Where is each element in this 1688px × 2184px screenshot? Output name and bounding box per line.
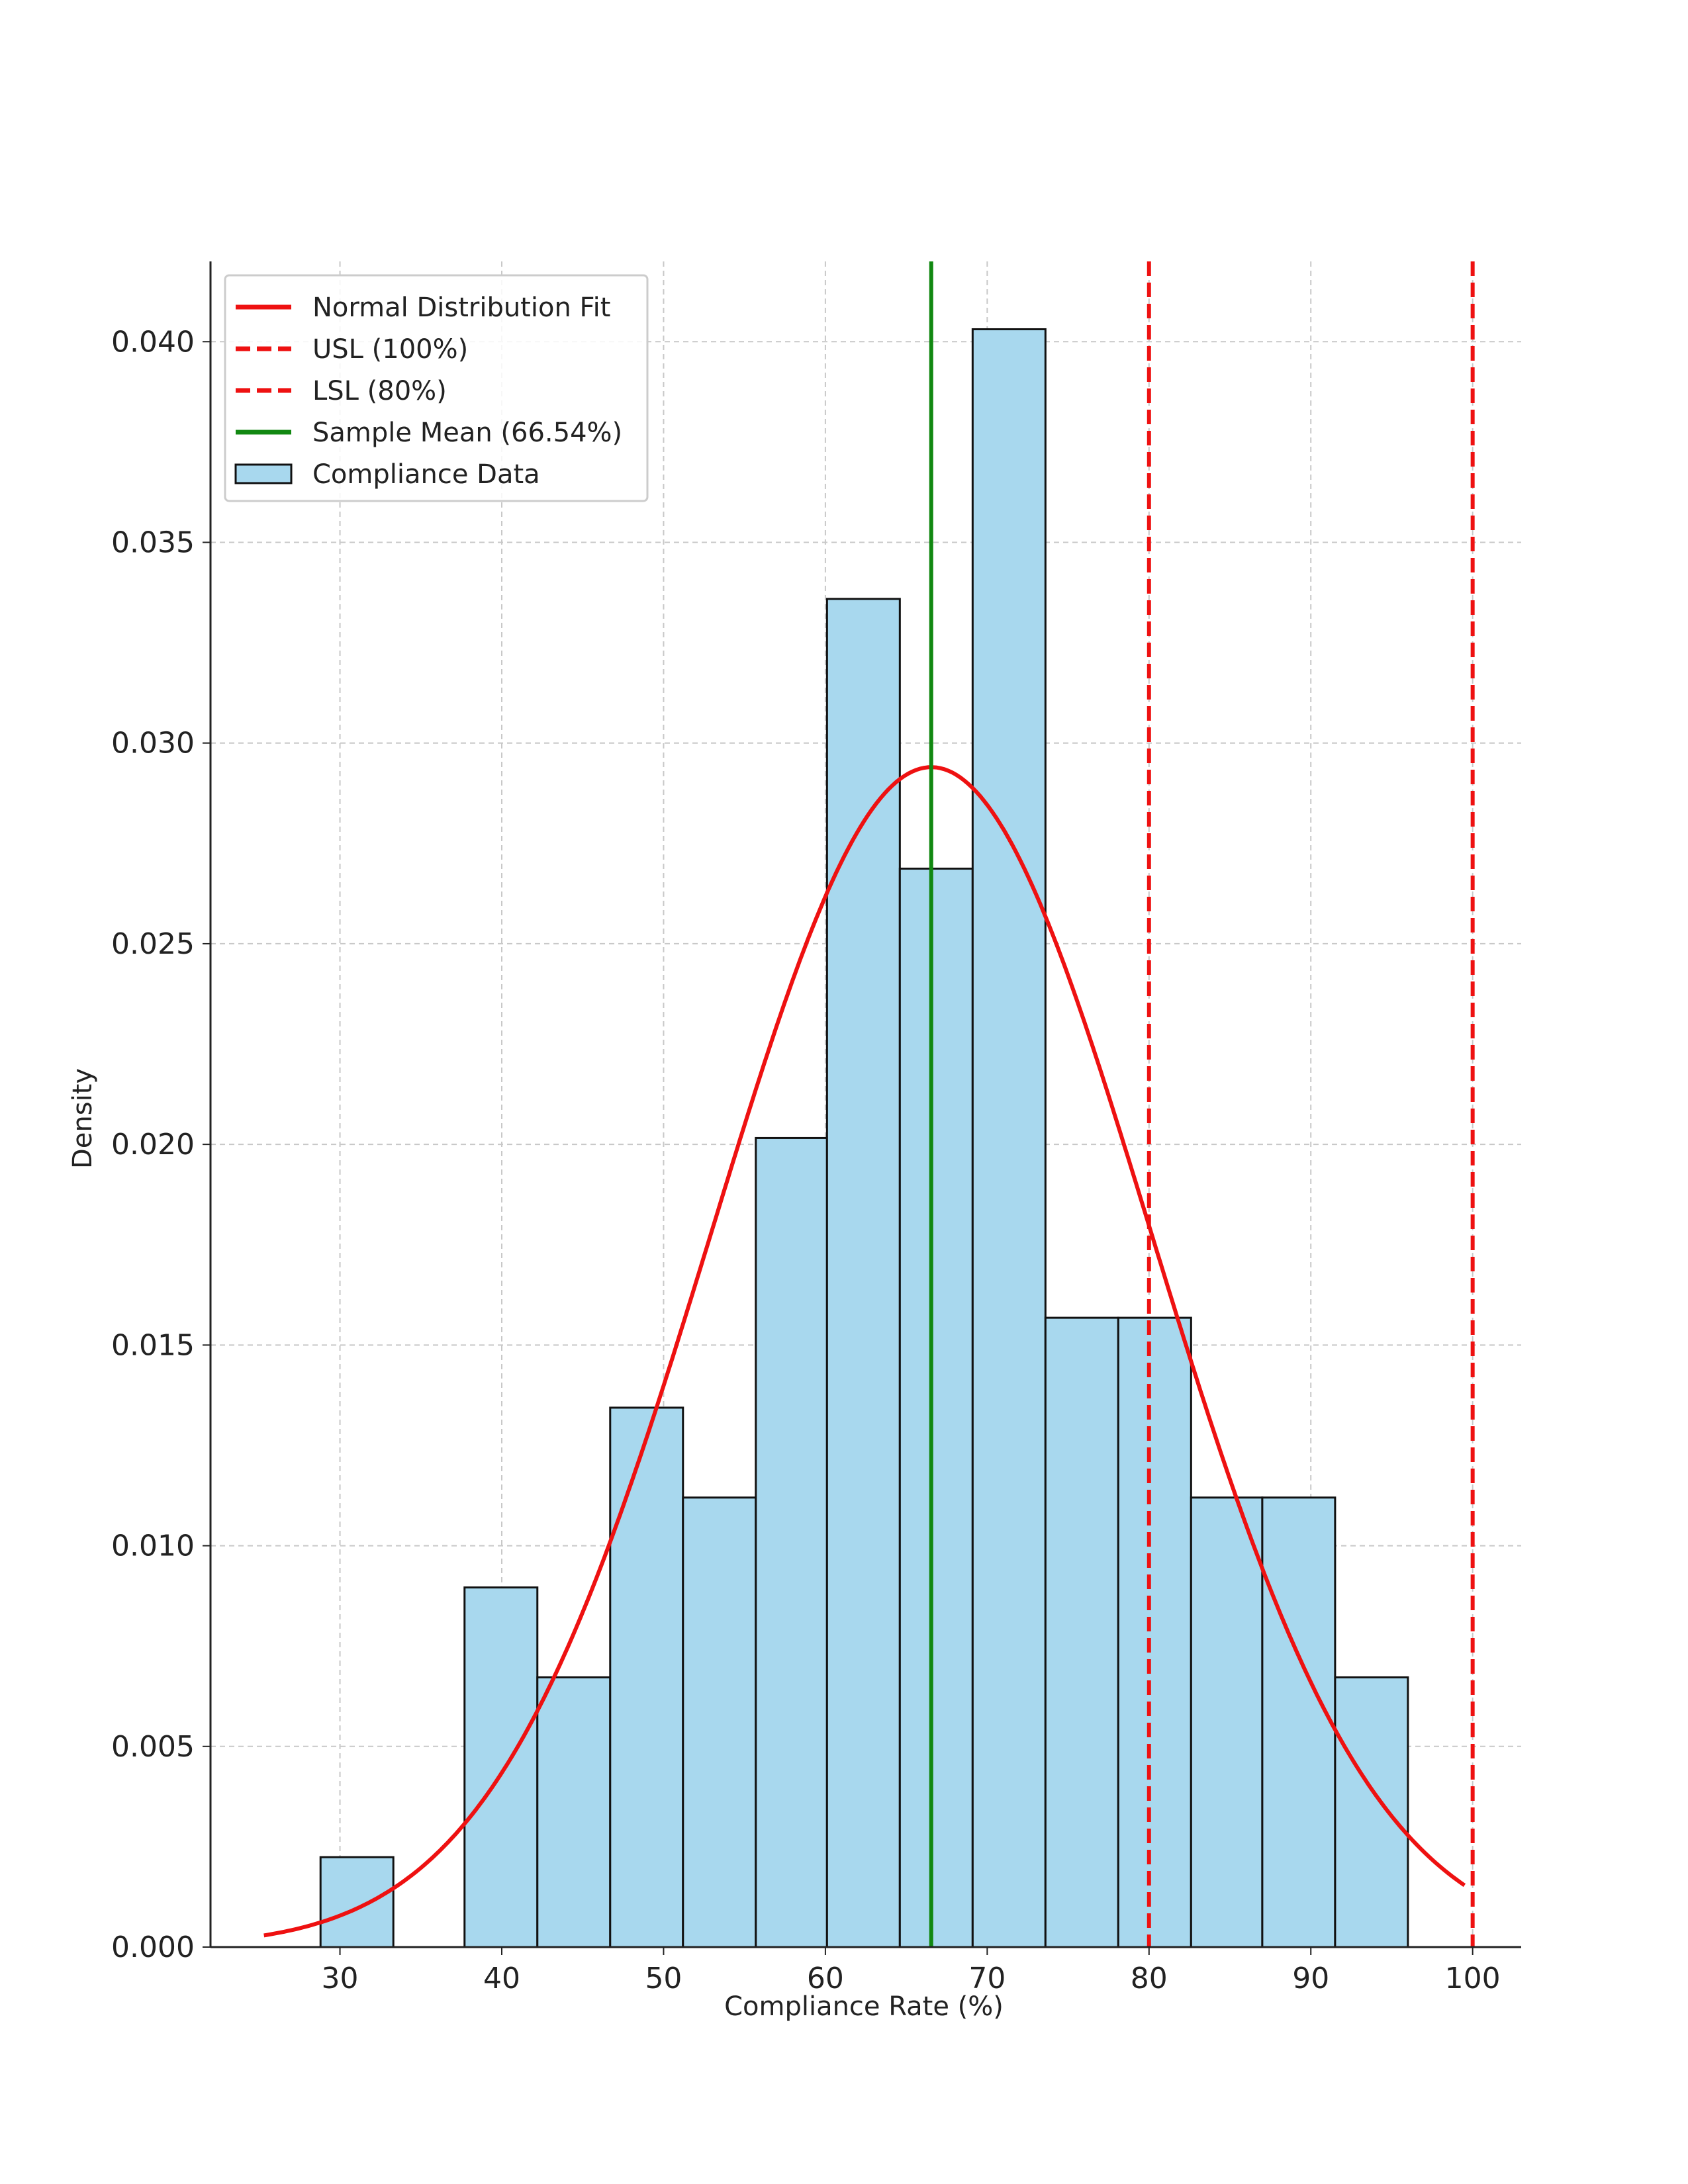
legend-swatch-patch	[234, 463, 293, 484]
y-tick-label: 0.030	[111, 727, 195, 760]
normal-fit-curve	[263, 765, 1466, 1938]
legend-box	[224, 274, 649, 502]
histogram-bar	[755, 1136, 828, 1948]
histogram-bar	[1261, 1496, 1336, 1948]
legend-label: Compliance Data	[312, 459, 540, 490]
y-tick-label: 0.035	[111, 526, 195, 560]
y-axis-label: Density	[68, 1068, 98, 1169]
axes	[203, 261, 1521, 1955]
x-tick-label: 90	[1292, 1962, 1329, 1995]
legend-label: USL (100%)	[312, 334, 468, 365]
histogram-bar	[1190, 1496, 1264, 1948]
tick-labels: 30 40 50 60 70 80 90 100 0.000 0.005 0.010 0.015 0.0…	[111, 325, 1501, 1995]
x-tick-label: 70	[968, 1962, 1006, 1995]
x-tick-label: 40	[483, 1962, 520, 1995]
legend-label: Sample Mean (66.54%)	[312, 418, 622, 448]
x-tick-label: 80	[1131, 1962, 1168, 1995]
y-tick-label: 0.000	[111, 1931, 195, 1964]
histogram-bar	[971, 328, 1047, 1948]
legend-label: Normal Distribution Fit	[312, 293, 610, 323]
histogram-bar	[609, 1406, 684, 1948]
x-tick-label: 60	[807, 1962, 844, 1995]
histogram-bar	[463, 1586, 539, 1948]
histogram-bars	[319, 328, 1409, 1948]
histogram-bar	[1044, 1316, 1119, 1948]
histogram-bar	[1334, 1676, 1409, 1948]
histogram-bar	[319, 1856, 395, 1948]
histogram-bar	[1117, 1316, 1192, 1948]
x-tick-label: 100	[1445, 1962, 1501, 1995]
y-tick-label: 0.015	[111, 1328, 195, 1362]
y-tick-label: 0.010	[111, 1529, 195, 1563]
y-tick-label: 0.025	[111, 927, 195, 961]
histogram-bar	[682, 1496, 757, 1948]
normal-fit-curve-layer	[263, 765, 1466, 1938]
x-tick-label: 30	[322, 1962, 359, 1995]
histogram-bar	[825, 598, 901, 1948]
y-tick-label: 0.040	[111, 325, 195, 359]
x-axis-label: Compliance Rate (%)	[724, 1991, 1004, 2022]
histogram-bar	[898, 868, 974, 1948]
x-tick-label: 50	[645, 1962, 682, 1995]
histogram-bar	[536, 1676, 612, 1948]
legend: Normal Distribution Fit USL (100%) LSL (80…	[224, 274, 649, 502]
reference-lines	[929, 261, 1475, 1947]
y-tick-label: 0.005	[111, 1730, 195, 1764]
y-tick-label: 0.020	[111, 1128, 195, 1161]
legend-label: LSL (80%)	[312, 376, 447, 406]
